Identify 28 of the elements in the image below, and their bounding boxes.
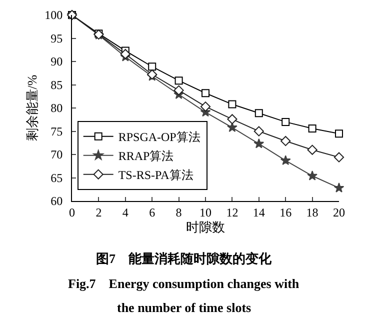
x-tick-label: 0 — [69, 205, 75, 220]
legend-label: RPSGA-OP算法 — [118, 130, 200, 144]
x-tick-label: 18 — [306, 205, 318, 220]
legend-label: TS-RS-PA算法 — [118, 168, 194, 182]
x-tick-label: 6 — [149, 205, 156, 220]
x-axis-title: 时隙数 — [186, 219, 225, 234]
y-tick-label: 90 — [50, 54, 63, 69]
y-axis-title: 剩余能量/% — [24, 74, 40, 142]
x-tick-label: 12 — [226, 205, 238, 220]
caption: 图7 能量消耗随时隙数的变化 — [96, 251, 272, 266]
x-tick-label: 14 — [252, 205, 265, 220]
x-tick-label: 4 — [122, 205, 128, 220]
x-tick-label: 10 — [200, 205, 212, 220]
y-tick-label: 100 — [44, 8, 63, 22]
caption: Fig.7 Energy consumption changes with — [68, 276, 300, 291]
x-tick-label: 16 — [280, 205, 292, 220]
y-tick-label: 75 — [50, 124, 63, 138]
y-tick-label: 70 — [50, 148, 63, 162]
y-tick-label: 80 — [50, 101, 63, 116]
y-tick-label: 60 — [50, 194, 63, 208]
x-tick-label: 8 — [176, 205, 182, 220]
x-tick-label: 20 — [333, 205, 345, 220]
text: the number of time slots — [117, 300, 252, 315]
y-tick-label: 95 — [50, 31, 63, 46]
y-tick-label: 65 — [50, 170, 63, 185]
x-tick-label: 2 — [96, 205, 102, 220]
legend-label: RRAP算法 — [118, 149, 174, 164]
y-tick-label: 85 — [50, 78, 63, 92]
